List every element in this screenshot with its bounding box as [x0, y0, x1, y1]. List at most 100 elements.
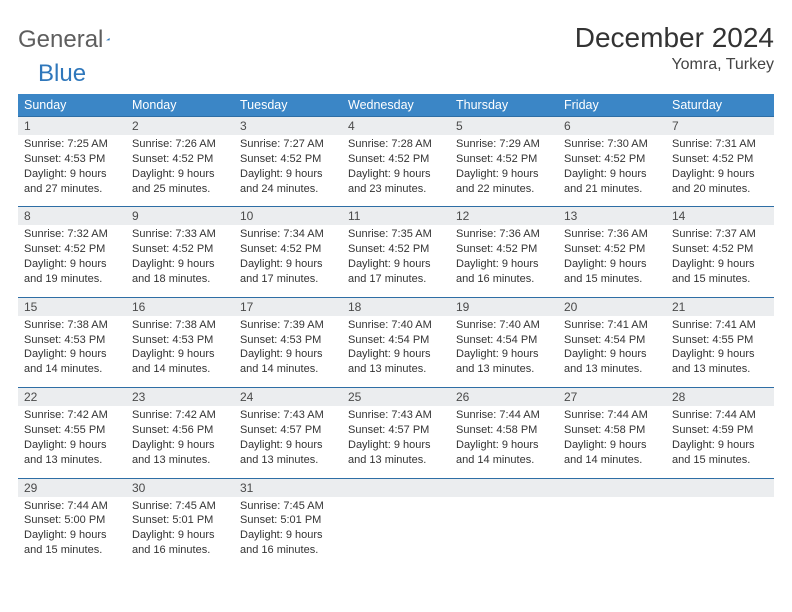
sunset-text: Sunset: 4:52 PM	[348, 242, 444, 257]
day-number	[558, 478, 666, 497]
day-body	[666, 497, 774, 568]
week-body-row: Sunrise: 7:44 AMSunset: 5:00 PMDaylight:…	[18, 497, 774, 568]
day-number: 29	[18, 478, 126, 497]
sunset-text: Sunset: 4:58 PM	[456, 423, 552, 438]
sunrise-text: Sunrise: 7:43 AM	[240, 408, 336, 423]
day-number: 2	[126, 116, 234, 135]
day-body: Sunrise: 7:35 AMSunset: 4:52 PMDaylight:…	[342, 225, 450, 296]
sunset-text: Sunset: 4:52 PM	[564, 242, 660, 257]
sunset-text: Sunset: 4:54 PM	[456, 333, 552, 348]
daylight-text: Daylight: 9 hours and 13 minutes.	[348, 438, 444, 468]
sunrise-text: Sunrise: 7:31 AM	[672, 137, 768, 152]
sunrise-text: Sunrise: 7:25 AM	[24, 137, 120, 152]
daylight-text: Daylight: 9 hours and 18 minutes.	[132, 257, 228, 287]
sunset-text: Sunset: 4:52 PM	[348, 152, 444, 167]
daylight-text: Daylight: 9 hours and 22 minutes.	[456, 167, 552, 197]
daylight-text: Daylight: 9 hours and 14 minutes.	[24, 347, 120, 377]
day-number: 24	[234, 387, 342, 406]
sunrise-text: Sunrise: 7:40 AM	[456, 318, 552, 333]
sunrise-text: Sunrise: 7:40 AM	[348, 318, 444, 333]
sunset-text: Sunset: 4:52 PM	[240, 152, 336, 167]
location-text: Yomra, Turkey	[575, 56, 774, 74]
title-block: December 2024 Yomra, Turkey	[575, 22, 774, 74]
weeks-container: 1234567Sunrise: 7:25 AMSunset: 4:53 PMDa…	[18, 116, 774, 568]
day-body	[450, 497, 558, 568]
sunset-text: Sunset: 4:52 PM	[24, 242, 120, 257]
sunset-text: Sunset: 4:53 PM	[132, 333, 228, 348]
sunrise-text: Sunrise: 7:30 AM	[564, 137, 660, 152]
day-number: 14	[666, 206, 774, 225]
day-number: 8	[18, 206, 126, 225]
sunrise-text: Sunrise: 7:41 AM	[672, 318, 768, 333]
day-body: Sunrise: 7:37 AMSunset: 4:52 PMDaylight:…	[666, 225, 774, 296]
sunset-text: Sunset: 4:53 PM	[24, 333, 120, 348]
sunset-text: Sunset: 4:55 PM	[24, 423, 120, 438]
daylight-text: Daylight: 9 hours and 15 minutes.	[672, 438, 768, 468]
daylight-text: Daylight: 9 hours and 19 minutes.	[24, 257, 120, 287]
day-body: Sunrise: 7:43 AMSunset: 4:57 PMDaylight:…	[342, 406, 450, 477]
daylight-text: Daylight: 9 hours and 15 minutes.	[672, 257, 768, 287]
day-body: Sunrise: 7:40 AMSunset: 4:54 PMDaylight:…	[450, 316, 558, 387]
sunset-text: Sunset: 4:53 PM	[24, 152, 120, 167]
daylight-text: Daylight: 9 hours and 16 minutes.	[132, 528, 228, 558]
day-body: Sunrise: 7:25 AMSunset: 4:53 PMDaylight:…	[18, 135, 126, 206]
sunrise-text: Sunrise: 7:32 AM	[24, 227, 120, 242]
day-body	[342, 497, 450, 568]
day-number	[450, 478, 558, 497]
daylight-text: Daylight: 9 hours and 20 minutes.	[672, 167, 768, 197]
daylight-text: Daylight: 9 hours and 15 minutes.	[564, 257, 660, 287]
day-number: 26	[450, 387, 558, 406]
sunrise-text: Sunrise: 7:45 AM	[132, 499, 228, 514]
sunrise-text: Sunrise: 7:44 AM	[672, 408, 768, 423]
sunset-text: Sunset: 4:59 PM	[672, 423, 768, 438]
daylight-text: Daylight: 9 hours and 17 minutes.	[348, 257, 444, 287]
day-number: 25	[342, 387, 450, 406]
week-body-row: Sunrise: 7:42 AMSunset: 4:55 PM Daylight:…	[18, 406, 774, 477]
day-body: Sunrise: 7:28 AMSunset: 4:52 PMDaylight:…	[342, 135, 450, 206]
day-body: Sunrise: 7:44 AMSunset: 4:58 PMDaylight:…	[450, 406, 558, 477]
weekday-fri: Friday	[558, 94, 666, 116]
week-num-row: 1234567	[18, 116, 774, 135]
day-body	[558, 497, 666, 568]
day-body: Sunrise: 7:44 AMSunset: 5:00 PMDaylight:…	[18, 497, 126, 568]
day-body: Sunrise: 7:34 AMSunset: 4:52 PMDaylight:…	[234, 225, 342, 296]
sunrise-text: Sunrise: 7:42 AM	[24, 408, 120, 423]
day-body: Sunrise: 7:39 AMSunset: 4:53 PMDaylight:…	[234, 316, 342, 387]
sunset-text: Sunset: 4:54 PM	[348, 333, 444, 348]
sunset-text: Sunset: 4:52 PM	[456, 152, 552, 167]
day-body: Sunrise: 7:41 AMSunset: 4:55 PMDaylight:…	[666, 316, 774, 387]
weekday-tue: Tuesday	[234, 94, 342, 116]
daylight-text: Daylight: 9 hours and 21 minutes.	[564, 167, 660, 197]
day-body: Sunrise: 7:26 AMSunset: 4:52 PMDaylight:…	[126, 135, 234, 206]
sunset-text: Sunset: 4:53 PM	[240, 333, 336, 348]
day-number: 9	[126, 206, 234, 225]
day-number: 1	[18, 116, 126, 135]
sunset-text: Sunset: 5:01 PM	[240, 513, 336, 528]
sunset-text: Sunset: 4:52 PM	[672, 152, 768, 167]
daylight-text: Daylight: 9 hours and 17 minutes.	[240, 257, 336, 287]
day-number: 19	[450, 297, 558, 316]
sunrise-text: Sunrise: 7:43 AM	[348, 408, 444, 423]
week-num-row: 891011121314	[18, 206, 774, 225]
daylight-text: Daylight: 9 hours and 14 minutes.	[456, 438, 552, 468]
day-body: Sunrise: 7:31 AMSunset: 4:52 PMDaylight:…	[666, 135, 774, 206]
day-number	[342, 478, 450, 497]
week-num-row: 293031	[18, 478, 774, 497]
day-number: 17	[234, 297, 342, 316]
day-body: Sunrise: 7:38 AMSunset: 4:53 PMDaylight:…	[18, 316, 126, 387]
day-number: 27	[558, 387, 666, 406]
daylight-text: Daylight: 9 hours and 14 minutes.	[564, 438, 660, 468]
sunset-text: Sunset: 4:52 PM	[132, 152, 228, 167]
week-body-row: Sunrise: 7:32 AMSunset: 4:52 PMDaylight:…	[18, 225, 774, 296]
day-body: Sunrise: 7:41 AMSunset: 4:54 PMDaylight:…	[558, 316, 666, 387]
day-number: 13	[558, 206, 666, 225]
day-number: 21	[666, 297, 774, 316]
sunrise-text: Sunrise: 7:27 AM	[240, 137, 336, 152]
day-body: Sunrise: 7:38 AMSunset: 4:53 PMDaylight:…	[126, 316, 234, 387]
sunset-text: Sunset: 4:52 PM	[564, 152, 660, 167]
daylight-text: Daylight: 9 hours and 13 minutes.	[564, 347, 660, 377]
day-body: Sunrise: 7:29 AMSunset: 4:52 PMDaylight:…	[450, 135, 558, 206]
sunset-text: Sunset: 4:52 PM	[132, 242, 228, 257]
calendar: Sunday Monday Tuesday Wednesday Thursday…	[18, 94, 774, 568]
day-body: Sunrise: 7:43 AMSunset: 4:57 PMDaylight:…	[234, 406, 342, 477]
